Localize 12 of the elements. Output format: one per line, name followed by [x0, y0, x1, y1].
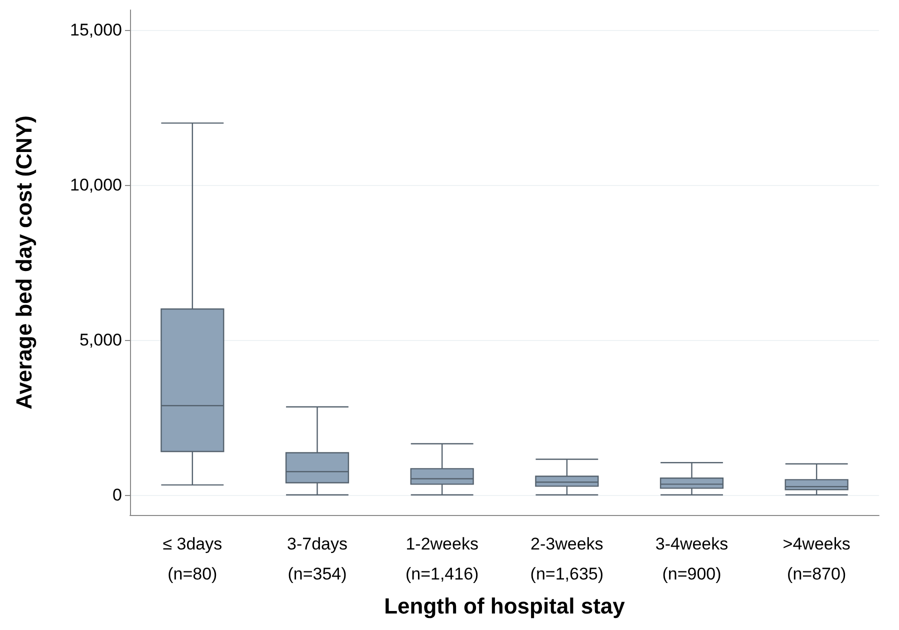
x-tick-label: 3-4weeks (n=900)	[655, 534, 728, 584]
y-axis-title: Average bed day cost (CNY)	[12, 116, 36, 410]
x-tick-label: >4weeks (n=870)	[782, 534, 850, 584]
x-tick-label: 1-2weeks (n=1,416)	[405, 534, 479, 584]
y-tick-label: 0	[112, 485, 122, 504]
x-axis-title: Length of hospital stay	[384, 594, 626, 618]
y-tick-label: 10,000	[70, 176, 122, 195]
y-tick-label: 5,000	[79, 330, 122, 350]
x-tick-label: 2-3weeks (n=1,635)	[530, 534, 604, 584]
y-tick-label: 15,000	[70, 20, 122, 40]
x-tick-label: ≤ 3days (n=80)	[162, 534, 222, 584]
x-tick-label: 3-7days (n=354)	[287, 534, 348, 584]
